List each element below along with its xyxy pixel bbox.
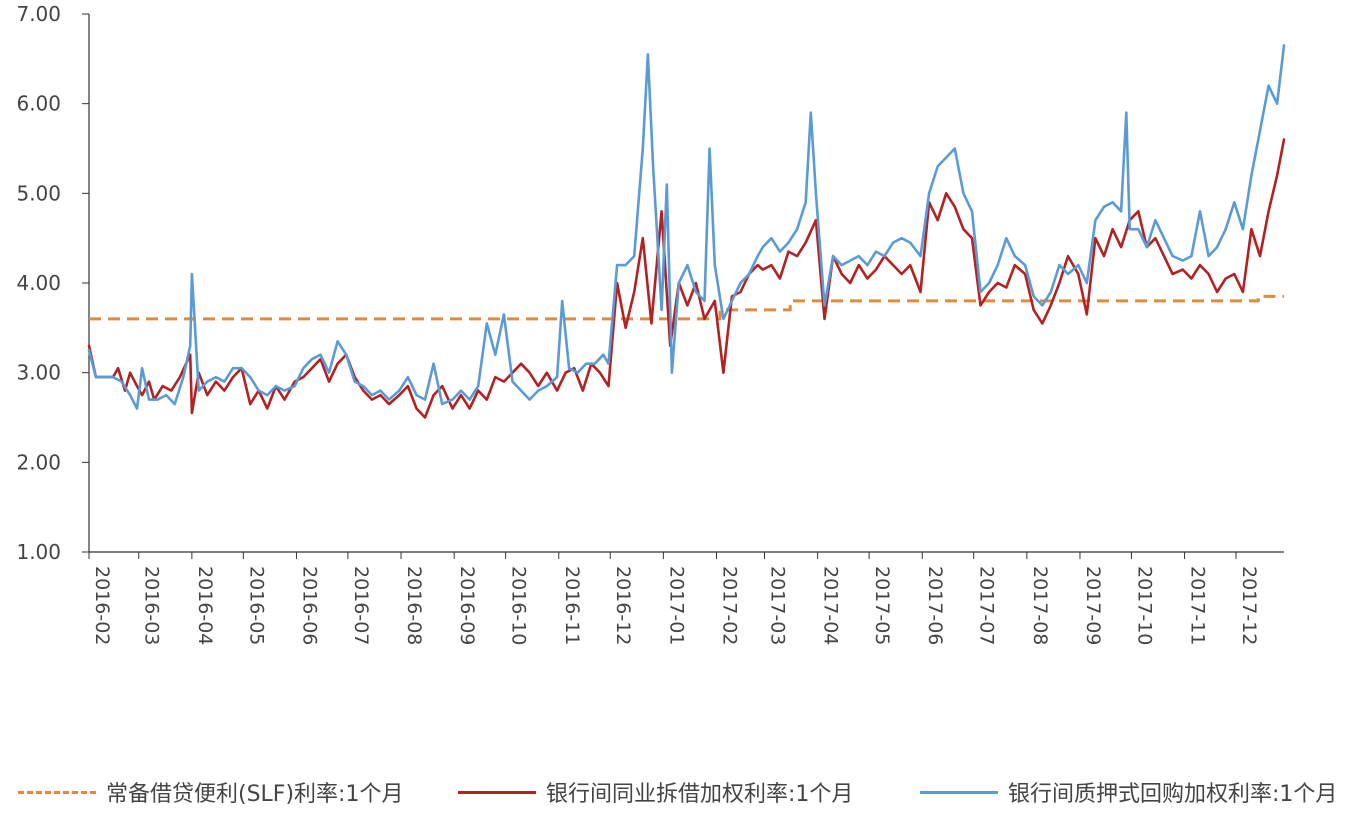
x-tick-label: 2017-12 [1238, 566, 1260, 645]
x-tick-label: 2016-04 [194, 566, 216, 645]
x-tick-label: 2017-10 [1133, 566, 1155, 645]
x-tick-label: 2017-09 [1082, 566, 1104, 645]
series-line-0 [89, 294, 1284, 321]
y-axis: 1.00 2.00 3.00 4.00 5.00 6.00 7.00 [16, 2, 90, 564]
x-tick-label: 2017-08 [1029, 566, 1051, 645]
x-tick-label: 2016-07 [350, 566, 372, 645]
x-axis: 2016-02 2016-03 2016-04 2016-05 2016-06 2016-… [88, 551, 1284, 645]
x-tick-label: 2017-04 [820, 566, 842, 645]
legend-swatch-slf [18, 790, 96, 794]
y-tick-label: 6.00 [16, 92, 61, 116]
x-tick-label: 2017-01 [665, 566, 687, 645]
y-tick-label: 3.00 [16, 361, 61, 385]
x-tick-label: 2016-08 [403, 566, 425, 645]
x-tick-label: 2016-02 [91, 566, 113, 645]
x-tick-label: 2016-11 [561, 566, 583, 645]
y-tick-label: 5.00 [16, 181, 61, 205]
series-line-1 [87, 138, 1286, 419]
x-tick-label: 2017-02 [719, 566, 741, 645]
line-chart: 1.002.003.004.005.006.007.00 2016-02 2016… [16, 2, 1286, 645]
x-tick-label: 2017-11 [1187, 566, 1209, 645]
x-tick-label: 2016-06 [298, 566, 320, 645]
y-tick-label: 4.00 [16, 271, 61, 295]
x-tick-label: 2017-03 [767, 566, 789, 645]
x-tick-label: 2016-03 [141, 566, 163, 645]
legend-label-slf: 常备借贷便利(SLF)利率:1个月 [106, 782, 404, 807]
legend-item-interbank-offered: 银行间同业拆借加权利率:1个月 [458, 774, 853, 810]
legend-swatch-interbank-offered [458, 790, 536, 794]
x-tick-label: 2017-05 [871, 566, 893, 645]
y-tick-label: 7.00 [16, 2, 61, 26]
y-tick-label: 1.00 [16, 540, 61, 564]
y-tick-label: 2.00 [16, 450, 61, 474]
series-layer [87, 44, 1286, 419]
x-tick-label: 2016-05 [245, 566, 267, 645]
legend-label-interbank-offered: 银行间同业拆借加权利率:1个月 [546, 782, 854, 807]
x-tick-label: 2016-10 [508, 566, 530, 645]
legend-item-repo: 银行间质押式回购加权利率:1个月 [920, 774, 1337, 810]
legend-label-repo: 银行间质押式回购加权利率:1个月 [1008, 782, 1338, 807]
x-tick-label: 2017-06 [924, 566, 946, 645]
legend-item-slf: 常备借贷便利(SLF)利率:1个月 [18, 774, 403, 810]
x-tick-label: 2016-09 [456, 566, 478, 645]
legend-swatch-repo [920, 790, 998, 794]
x-tick-label: 2016-12 [612, 566, 634, 645]
x-tick-label: 2017-07 [976, 566, 998, 645]
legend: 常备借贷便利(SLF)利率:1个月 银行间同业拆借加权利率:1个月 银行间质押式… [0, 774, 1362, 814]
series-line-2 [87, 44, 1286, 410]
